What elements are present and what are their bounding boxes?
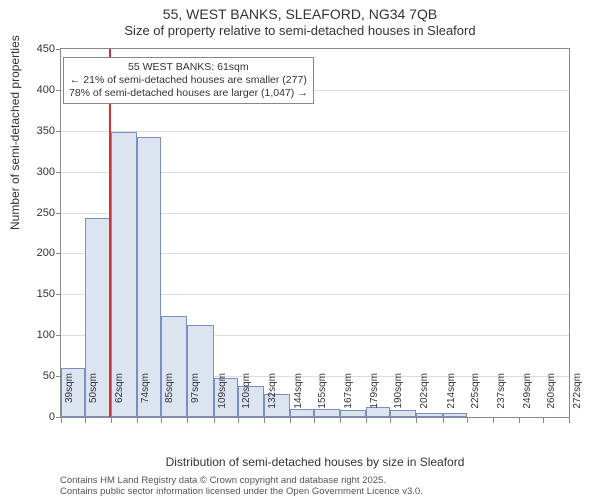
x-tick-label: 225sqm xyxy=(470,373,481,423)
x-tick-mark xyxy=(264,418,265,423)
y-tick-mark xyxy=(56,131,61,132)
annotation-line: 78% of semi-detached houses are larger (… xyxy=(69,87,308,100)
x-tick-mark xyxy=(416,418,417,423)
y-tick-label: 300 xyxy=(15,166,55,178)
x-tick-mark xyxy=(111,418,112,423)
x-tick-mark xyxy=(187,418,188,423)
chart-plot-area: 39sqm50sqm62sqm74sqm85sqm97sqm109sqm120s… xyxy=(60,48,570,418)
x-tick-label: 249sqm xyxy=(522,373,533,423)
annotation-line: ← 21% of semi-detached houses are smalle… xyxy=(69,74,308,87)
x-tick-label: 237sqm xyxy=(496,373,507,423)
y-tick-label: 450 xyxy=(15,43,55,55)
x-tick-mark xyxy=(519,418,520,423)
y-tick-mark xyxy=(56,253,61,254)
x-tick-label: 120sqm xyxy=(241,373,252,423)
x-tick-mark xyxy=(61,418,62,423)
x-tick-label: 144sqm xyxy=(293,373,304,423)
x-tick-label: 50sqm xyxy=(88,373,99,423)
x-tick-mark xyxy=(290,418,291,423)
footer-attribution: Contains HM Land Registry data © Crown c… xyxy=(60,476,423,498)
x-tick-mark xyxy=(340,418,341,423)
chart-title-main: 55, WEST BANKS, SLEAFORD, NG34 7QB xyxy=(0,6,600,23)
x-tick-mark xyxy=(214,418,215,423)
x-tick-label: 190sqm xyxy=(393,373,404,423)
y-tick-mark xyxy=(56,294,61,295)
y-tick-label: 200 xyxy=(15,247,55,259)
chart-title-block: 55, WEST BANKS, SLEAFORD, NG34 7QB Size … xyxy=(0,0,600,38)
x-tick-mark xyxy=(366,418,367,423)
y-tick-label: 250 xyxy=(15,207,55,219)
chart-title-sub: Size of property relative to semi-detach… xyxy=(0,23,600,39)
x-tick-mark xyxy=(467,418,468,423)
x-tick-mark xyxy=(85,418,86,423)
x-tick-mark xyxy=(238,418,239,423)
y-tick-label: 150 xyxy=(15,288,55,300)
y-tick-label: 100 xyxy=(15,329,55,341)
x-tick-mark xyxy=(569,418,570,423)
y-tick-mark xyxy=(56,90,61,91)
x-tick-label: 132sqm xyxy=(267,373,278,423)
plot-box: 39sqm50sqm62sqm74sqm85sqm97sqm109sqm120s… xyxy=(60,48,570,418)
x-tick-mark xyxy=(161,418,162,423)
x-axis-label: Distribution of semi-detached houses by … xyxy=(60,455,570,469)
x-tick-label: 260sqm xyxy=(546,373,557,423)
y-tick-label: 400 xyxy=(15,84,55,96)
y-tick-label: 50 xyxy=(15,370,55,382)
x-tick-label: 74sqm xyxy=(140,373,151,423)
annotation-box: 55 WEST BANKS: 61sqm← 21% of semi-detach… xyxy=(63,57,314,104)
x-tick-mark xyxy=(493,418,494,423)
x-tick-label: 179sqm xyxy=(369,373,380,423)
x-tick-label: 97sqm xyxy=(190,373,201,423)
y-tick-mark xyxy=(56,49,61,50)
x-tick-mark xyxy=(137,418,138,423)
x-tick-label: 62sqm xyxy=(114,373,125,423)
x-tick-label: 39sqm xyxy=(64,373,75,423)
x-tick-label: 272sqm xyxy=(572,373,583,423)
x-tick-mark xyxy=(443,418,444,423)
x-tick-label: 85sqm xyxy=(164,373,175,423)
y-tick-mark xyxy=(56,335,61,336)
x-tick-label: 202sqm xyxy=(419,373,430,423)
annotation-line: 55 WEST BANKS: 61sqm xyxy=(69,61,308,74)
x-tick-label: 155sqm xyxy=(317,373,328,423)
x-tick-label: 214sqm xyxy=(446,373,457,423)
x-tick-mark xyxy=(390,418,391,423)
x-tick-label: 109sqm xyxy=(217,373,228,423)
y-tick-label: 0 xyxy=(15,411,55,423)
x-tick-mark xyxy=(543,418,544,423)
y-tick-mark xyxy=(56,172,61,173)
y-tick-mark xyxy=(56,213,61,214)
footer-line-2: Contains public sector information licen… xyxy=(60,487,423,498)
x-tick-label: 167sqm xyxy=(343,373,354,423)
y-tick-label: 350 xyxy=(15,125,55,137)
x-tick-mark xyxy=(314,418,315,423)
